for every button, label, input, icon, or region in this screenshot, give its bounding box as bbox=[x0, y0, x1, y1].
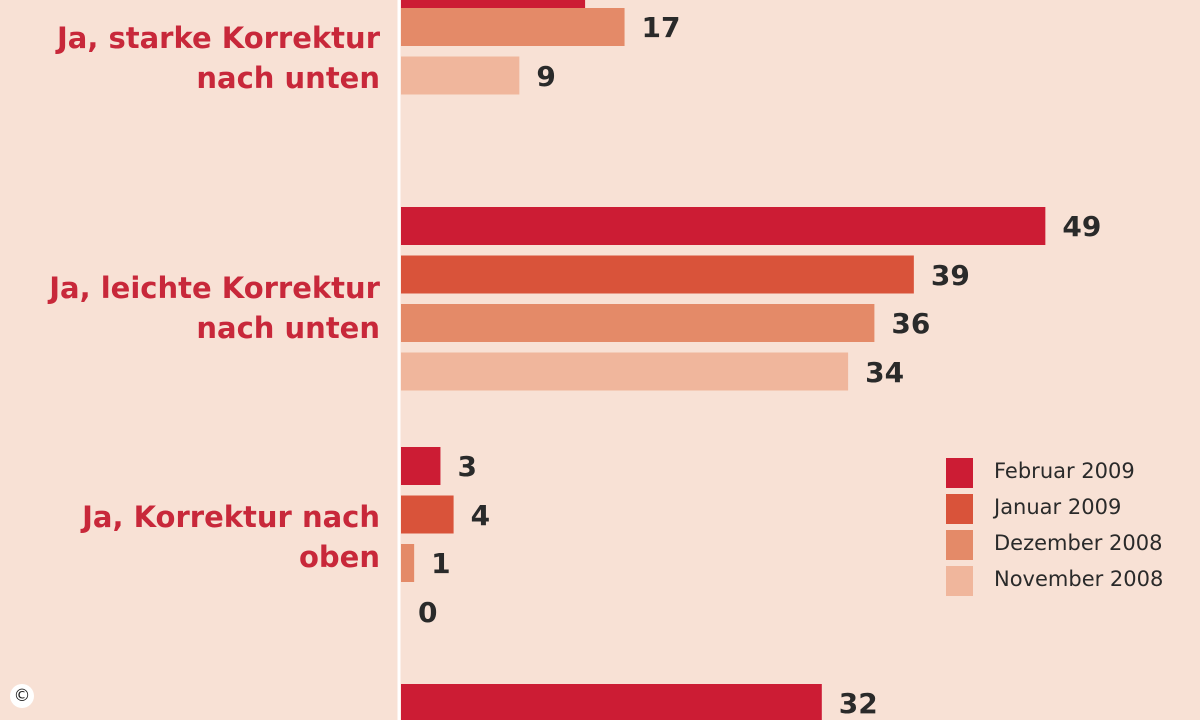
bar-1-1 bbox=[401, 255, 914, 294]
category-label-0: Ja, starke Korrektur nach unten bbox=[57, 21, 380, 95]
copyright-icon: © bbox=[10, 684, 34, 708]
value-label-1-1: 39 bbox=[930, 258, 970, 292]
bar-2-0 bbox=[401, 8, 625, 46]
category-label-2: Ja, Korrektur nach oben bbox=[82, 500, 380, 574]
value-label-3-1: 34 bbox=[865, 355, 905, 389]
bar-3-0 bbox=[401, 56, 520, 95]
bar-3-1 bbox=[401, 352, 849, 391]
value-label-1-2: 4 bbox=[470, 498, 491, 532]
legend-label-2: Dezember 2008 bbox=[994, 531, 1163, 555]
legend-swatch-2 bbox=[946, 530, 973, 560]
legend-swatch-3 bbox=[946, 566, 973, 596]
value-label-2-2: 1 bbox=[431, 547, 451, 580]
value-label-3-2: 0 bbox=[418, 595, 438, 629]
legend-swatch-0 bbox=[946, 458, 973, 488]
bar-0-3 bbox=[401, 684, 822, 720]
legend-label-0: Februar 2009 bbox=[994, 459, 1135, 483]
value-label-0-3: 32 bbox=[838, 687, 878, 720]
bar-partial-0 bbox=[401, 0, 586, 8]
bar-2-1 bbox=[401, 304, 875, 342]
bar-2-2 bbox=[401, 544, 415, 582]
value-label-2-1: 36 bbox=[891, 307, 931, 340]
legend-label-1: Januar 2009 bbox=[994, 495, 1122, 519]
category-label-1: Ja, leichte Korrektur nach unten bbox=[49, 271, 380, 345]
bar-1-2 bbox=[401, 495, 454, 534]
legend-label-3: November 2008 bbox=[994, 567, 1164, 591]
value-label-0-2: 3 bbox=[457, 450, 477, 483]
legend-swatch-1 bbox=[946, 494, 973, 524]
value-label-2-0: 17 bbox=[641, 11, 681, 44]
value-label-3-0: 9 bbox=[536, 59, 556, 93]
bar-0-2 bbox=[401, 447, 441, 485]
value-label-0-1: 49 bbox=[1062, 210, 1102, 243]
bar-0-1 bbox=[401, 207, 1046, 245]
